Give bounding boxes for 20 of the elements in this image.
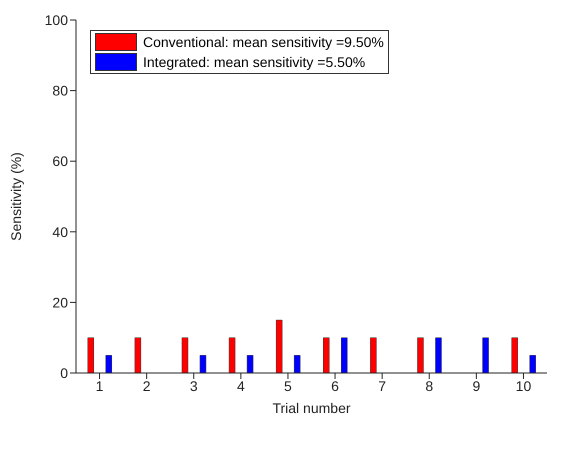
x-tick-label: 10 <box>516 378 532 394</box>
y-tick-label: 100 <box>44 12 68 28</box>
y-tick-label: 0 <box>60 364 68 381</box>
y-tick-label: 60 <box>52 153 68 170</box>
x-tick-label: 7 <box>378 378 386 394</box>
x-tick-label: 3 <box>190 378 198 394</box>
x-tick-label: 1 <box>96 378 104 394</box>
y-axis-title: Sensitivity (%) <box>8 152 24 241</box>
x-tick-label: 9 <box>472 378 480 394</box>
y-tick-label: 20 <box>52 294 68 310</box>
y-tick-label: 80 <box>52 82 68 99</box>
x-tick-label: 6 <box>331 378 340 394</box>
legend-label: Conventional: mean sensitivity =9.50% <box>143 34 384 50</box>
y-tick-label: 40 <box>52 224 68 240</box>
x-tick-label: 2 <box>142 378 151 394</box>
legend-label: Integrated: mean sensitivity =5.50% <box>143 54 366 70</box>
x-tick-label: 5 <box>284 378 292 394</box>
x-axis-title: Trial number <box>272 400 351 416</box>
x-tick-label: 8 <box>425 378 434 394</box>
x-tick-label: 4 <box>236 378 245 394</box>
